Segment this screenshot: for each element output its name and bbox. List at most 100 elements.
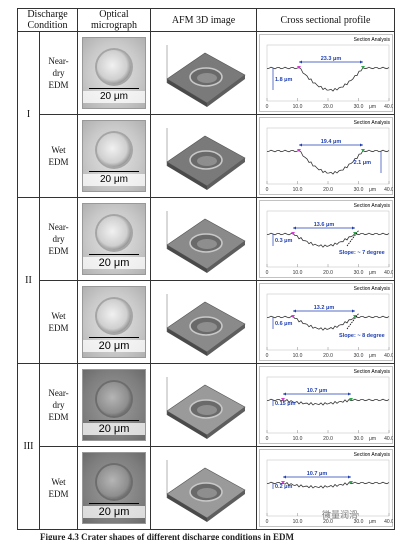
profile-cell: Section Analysis 0 10.0 20.0 30.0 40.0 μm 13.6 …	[256, 197, 395, 281]
tick-label: 20.0	[323, 519, 333, 525]
figure-caption: Figure 4.3 Crater shapes of different di…	[40, 533, 294, 540]
tick-label: 40.0	[384, 270, 393, 276]
tick-label: 40.0	[384, 436, 393, 442]
optical-micrograph: 20 μm	[82, 203, 146, 275]
tick-label: 30.0	[353, 104, 363, 110]
crater-image	[97, 382, 131, 416]
header-profile: Cross sectional profile	[256, 8, 395, 32]
afm-3d-image	[165, 45, 246, 107]
crater-depth-label: 0.3 μm	[275, 238, 293, 244]
scale-bar	[89, 88, 139, 89]
optical-micrograph-cell: 20 μm	[77, 280, 151, 364]
tick-label: 40.0	[384, 187, 393, 193]
crater-depth-label: 0.2 μm	[275, 484, 293, 490]
table-row: Wet EDM 20 μm Section Analysis 0 10.0 20.0 30.0…	[18, 280, 395, 364]
afm-image-cell	[150, 31, 257, 115]
crater-depth-label: 1.8 μm	[275, 77, 293, 83]
axis-unit: μm	[369, 519, 376, 525]
crater-width-label: 10.7 μm	[306, 388, 327, 394]
tick-label: 40.0	[384, 104, 393, 110]
afm-image-cell	[150, 197, 257, 281]
tick-label: 40.0	[384, 519, 393, 525]
cross-section-profile: Section Analysis 0 10.0 20.0 30.0 40.0 μm 13.6 …	[258, 200, 393, 278]
table-row: II Near-dry EDM 20 μm Section Analysis 0 10.0 2…	[17, 197, 395, 364]
condition-group-label: II	[17, 197, 40, 364]
cross-section-profile: Section Analysis 0 10.0 20.0 30.0 40.0 μm 10.7 …	[258, 449, 393, 527]
scale-bar-label: 20 μm	[83, 91, 145, 103]
scale-bar	[89, 420, 139, 421]
tick-label: 10.0	[292, 187, 302, 193]
condition-group-label: I	[17, 31, 40, 198]
scale-bar-label: 20 μm	[83, 340, 145, 352]
tick-label: 40.0	[384, 353, 393, 359]
optical-micrograph-cell: 20 μm	[77, 197, 151, 281]
tick-label: 10.0	[292, 436, 302, 442]
tick-label: 30.0	[353, 187, 363, 193]
header-optical: Optical micrograph	[77, 8, 151, 32]
afm-3d-image	[165, 211, 246, 273]
header-afm: AFM 3D image	[150, 8, 257, 32]
table-row: I Near-dry EDM 20 μm Section Analysis 0 10.0 20…	[17, 31, 395, 198]
crater-image	[97, 299, 131, 333]
tick-label: 0	[265, 270, 268, 276]
tick-label: 0	[265, 187, 268, 193]
optical-micrograph-cell: 20 μm	[77, 446, 151, 530]
tick-label: 10.0	[292, 104, 302, 110]
crater-width-label: 10.7 μm	[306, 471, 327, 477]
crater-width-label: 13.6 μm	[313, 222, 334, 228]
tick-label: 10.0	[292, 519, 302, 525]
tick-label: 0	[265, 436, 268, 442]
edm-method-label: Near-dry EDM	[39, 197, 78, 281]
tick-label: 30.0	[353, 436, 363, 442]
table-row: Wet EDM 20 μm Section Analysis 0 10.0 20.0 30.0…	[18, 114, 395, 198]
tick-label: 20.0	[323, 104, 333, 110]
crater-depth-label: 2.1 μm	[353, 160, 371, 166]
tick-label: 30.0	[353, 270, 363, 276]
comparison-table: Discharge Condition Optical micrograph A…	[17, 8, 395, 530]
tick-label: 30.0	[353, 519, 363, 525]
optical-micrograph: 20 μm	[82, 452, 146, 524]
scale-bar-label: 20 μm	[83, 174, 145, 186]
profile-cell: Section Analysis 0 10.0 20.0 30.0 40.0 μm 10.7 …	[256, 446, 395, 530]
tick-label: 20.0	[323, 270, 333, 276]
edm-method-label: Near-dry EDM	[39, 31, 78, 115]
crater-depth-label: 0.6 μm	[275, 321, 293, 327]
crater-image	[97, 133, 131, 167]
profile-cell: Section Analysis 0 10.0 20.0 30.0 40.0 μm 13.2 …	[256, 280, 395, 364]
optical-micrograph-cell: 20 μm	[77, 114, 151, 198]
cross-section-profile: Section Analysis 0 10.0 20.0 30.0 40.0 μm 10.7 …	[258, 366, 393, 444]
edm-method-label: Wet EDM	[39, 114, 78, 198]
profile-header: Section Analysis	[353, 286, 390, 292]
table-row: Wet EDM 20 μm Section Analysis 0 10.0 20.0 30.0…	[18, 446, 395, 530]
crater-width-label: 13.2 μm	[313, 305, 334, 311]
optical-micrograph: 20 μm	[82, 37, 146, 109]
table-row: III Near-dry EDM 20 μm Section Analysis 0 10.0…	[17, 363, 395, 530]
crater-image	[97, 465, 131, 499]
cross-section-profile: Section Analysis 0 10.0 20.0 30.0 40.0 μm 13.2 …	[258, 283, 393, 361]
afm-3d-image	[165, 460, 246, 522]
tick-label: 30.0	[353, 353, 363, 359]
afm-3d-image	[165, 128, 246, 190]
edm-method-label: Near-dry EDM	[39, 363, 78, 447]
edm-method-label: Wet EDM	[39, 446, 78, 530]
header-condition: Discharge Condition	[17, 8, 78, 32]
scale-bar-label: 20 μm	[83, 423, 145, 435]
axis-unit: μm	[369, 104, 376, 110]
axis-unit: μm	[369, 187, 376, 193]
tick-label: 0	[265, 353, 268, 359]
tick-label: 0	[265, 519, 268, 525]
profile-header: Section Analysis	[353, 452, 390, 458]
cross-section-profile: Section Analysis 0 10.0 20.0 30.0 40.0 μm 23.3 …	[258, 34, 393, 112]
tick-label: 10.0	[292, 353, 302, 359]
slope-label: Slope: ~ 7 degree	[339, 250, 385, 256]
optical-micrograph: 20 μm	[82, 286, 146, 358]
crater-width-label: 19.4 μm	[320, 139, 341, 145]
afm-image-cell	[150, 280, 257, 364]
crater-width-label: 23.3 μm	[320, 56, 341, 62]
axis-unit: μm	[369, 270, 376, 276]
optical-micrograph: 20 μm	[82, 369, 146, 441]
scale-bar	[89, 171, 139, 172]
optical-micrograph-cell: 20 μm	[77, 363, 151, 447]
afm-3d-image	[165, 377, 246, 439]
tick-label: 20.0	[323, 353, 333, 359]
